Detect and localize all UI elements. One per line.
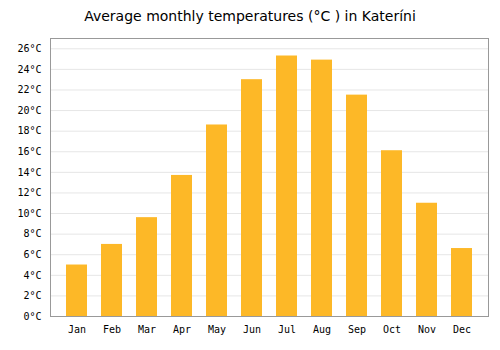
svg-text:Apr: Apr — [173, 324, 191, 335]
svg-text:18°C: 18°C — [17, 125, 41, 136]
svg-text:Nov: Nov — [418, 324, 436, 335]
svg-text:2°C: 2°C — [23, 290, 41, 301]
svg-text:6°C: 6°C — [23, 249, 41, 260]
svg-text:12°C: 12°C — [17, 187, 41, 198]
svg-text:10°C: 10°C — [17, 208, 41, 219]
svg-text:24°C: 24°C — [17, 64, 41, 75]
svg-text:May: May — [208, 324, 226, 335]
svg-text:20°C: 20°C — [17, 105, 41, 116]
svg-text:14°C: 14°C — [17, 167, 41, 178]
svg-text:22°C: 22°C — [17, 84, 41, 95]
svg-text:Aug: Aug — [313, 324, 331, 335]
svg-text:Jun: Jun — [243, 324, 261, 335]
svg-text:Jul: Jul — [278, 324, 296, 335]
svg-text:0°C: 0°C — [23, 311, 41, 322]
svg-text:Feb: Feb — [103, 324, 121, 335]
svg-text:8°C: 8°C — [23, 228, 41, 239]
svg-text:4°C: 4°C — [23, 270, 41, 281]
html-text:Average monthly temperatures (: Average monthly temperatures (°C ) in Ka… — [84, 8, 416, 24]
svg-text:Jan: Jan — [68, 324, 86, 335]
svg-text:26°C: 26°C — [17, 43, 41, 54]
svg-text:16°C: 16°C — [17, 146, 41, 157]
svg-text:Dec: Dec — [453, 324, 471, 335]
svg-text:Sep: Sep — [348, 324, 366, 335]
svg-text:Mar: Mar — [138, 324, 156, 335]
svg-text:Oct: Oct — [383, 324, 401, 335]
